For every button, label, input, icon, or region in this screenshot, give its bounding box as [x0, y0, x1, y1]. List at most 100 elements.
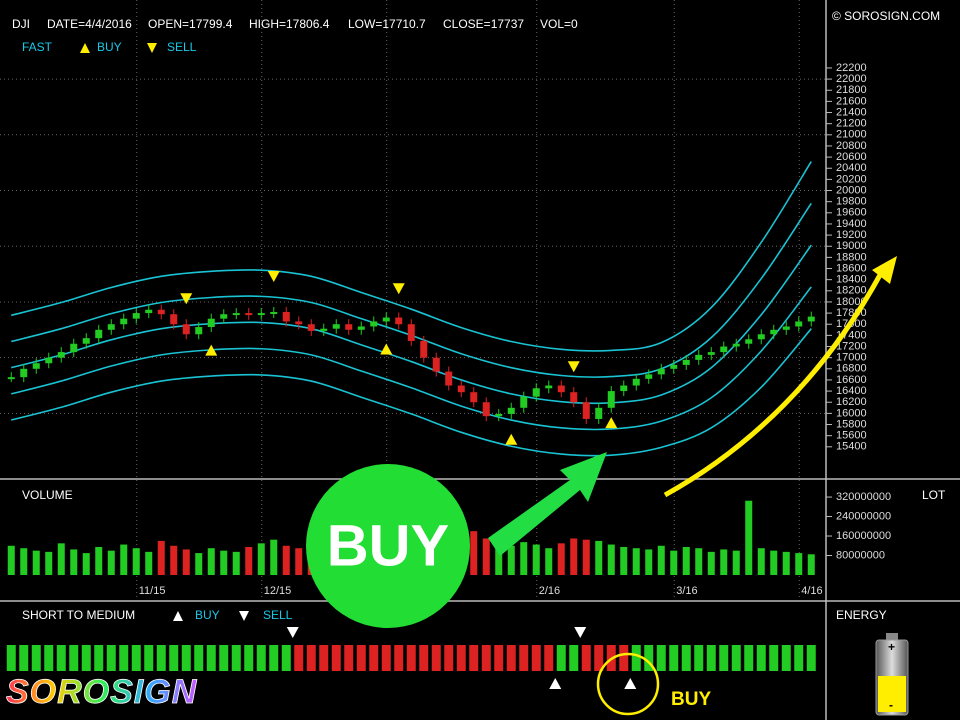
volume-bar [207, 548, 215, 575]
signal-bar [169, 645, 179, 671]
symbol: DJI [12, 17, 30, 31]
x-tick-label: 3/16 [676, 585, 697, 597]
signal-bar [244, 645, 254, 671]
signal-bar [519, 645, 529, 671]
volume-bar [270, 539, 278, 575]
battery-level [878, 676, 906, 712]
volume-bar [32, 550, 40, 575]
y-tick-label: 15600 [836, 430, 867, 442]
signal-bar [781, 645, 791, 671]
candle [145, 309, 153, 314]
candle [695, 354, 703, 360]
candle [382, 317, 390, 322]
y-tick-label: 18800 [836, 251, 867, 263]
highlight-circle [596, 652, 660, 716]
close: CLOSE=17737 [443, 17, 524, 31]
y-tick-label: 22200 [836, 62, 867, 74]
y-tick-label: 21400 [836, 106, 867, 118]
volume-bar [645, 549, 653, 575]
signal-bar [631, 645, 641, 671]
logo: SOROSIGN [6, 673, 198, 711]
signal-bar [269, 645, 279, 671]
y-tick-label: 15400 [836, 441, 867, 453]
buy-badge [306, 464, 470, 628]
sell-signal [267, 270, 280, 282]
y-tick-label: 17000 [836, 352, 867, 364]
buy-signal [605, 417, 618, 429]
candle [757, 334, 765, 340]
arrow [663, 273, 883, 498]
volume-bar [607, 544, 615, 575]
candle [495, 413, 503, 417]
volume-bar [620, 546, 628, 575]
signal-bar [756, 645, 766, 671]
volume-bar [70, 549, 78, 575]
buy-signal [549, 678, 562, 689]
candle [470, 392, 478, 403]
battery-minus: - [889, 698, 893, 712]
signal-bar [106, 645, 116, 671]
candle [32, 363, 40, 369]
candle [7, 377, 15, 380]
y-tick-label: 21800 [836, 84, 867, 96]
arrow [488, 452, 607, 556]
y-tick-label: 22000 [836, 73, 867, 85]
battery-cap [886, 633, 898, 640]
candle [620, 385, 628, 392]
signal-bar [419, 645, 429, 671]
volume-bar [170, 545, 178, 575]
candle [45, 357, 53, 364]
signal-bar [119, 645, 129, 671]
volume-bar [182, 549, 190, 575]
candle [607, 391, 615, 408]
buy-badge-text: BUY [327, 513, 449, 578]
candle [520, 396, 528, 408]
candle [257, 313, 265, 316]
y-tick-label: 21600 [836, 95, 867, 107]
volume-bar [195, 553, 203, 575]
signal-bar [731, 645, 741, 671]
signal-bar [394, 645, 404, 671]
signal-bar [706, 645, 716, 671]
band-line [11, 244, 812, 405]
energy-title: ENERGY [836, 608, 887, 622]
candle [20, 368, 28, 378]
volume-bar [695, 548, 703, 575]
volume-bar [720, 549, 728, 575]
y-tick-label: 18600 [836, 262, 867, 274]
volume-bar [795, 553, 803, 575]
y-tick-label: 19800 [836, 196, 867, 208]
signal-bar [506, 645, 516, 671]
candle [507, 407, 515, 414]
candle [95, 329, 103, 339]
volume-bar [632, 548, 640, 575]
candle [645, 374, 653, 379]
volume-unit: LOT [922, 488, 946, 502]
y-tick-label: 19400 [836, 218, 867, 230]
low: LOW=17710.7 [348, 17, 426, 31]
volume-bar [595, 540, 603, 575]
volume-bar [732, 550, 740, 575]
legend-sell-icon [239, 611, 249, 621]
y-tick-label: 80000000 [836, 549, 885, 561]
signal-bar [319, 645, 329, 671]
candle [457, 385, 465, 393]
y-tick-label: 18200 [836, 285, 867, 297]
x-tick-label: 12/15 [264, 585, 292, 597]
signal-bar [406, 645, 416, 671]
signal-bar [681, 645, 691, 671]
y-tick-label: 20200 [836, 173, 867, 185]
candle [57, 352, 65, 358]
volume-bar [520, 542, 528, 575]
high: HIGH=17806.4 [249, 17, 330, 31]
volume-bar [707, 551, 715, 575]
y-tick-label: 16600 [836, 374, 867, 386]
candle [270, 311, 278, 314]
signal-bar [656, 645, 666, 671]
candle [157, 309, 165, 315]
candle [395, 317, 403, 325]
y-tick-label: 17200 [836, 340, 867, 352]
candle [482, 402, 490, 417]
candle [745, 339, 753, 344]
signal-bar [381, 645, 391, 671]
